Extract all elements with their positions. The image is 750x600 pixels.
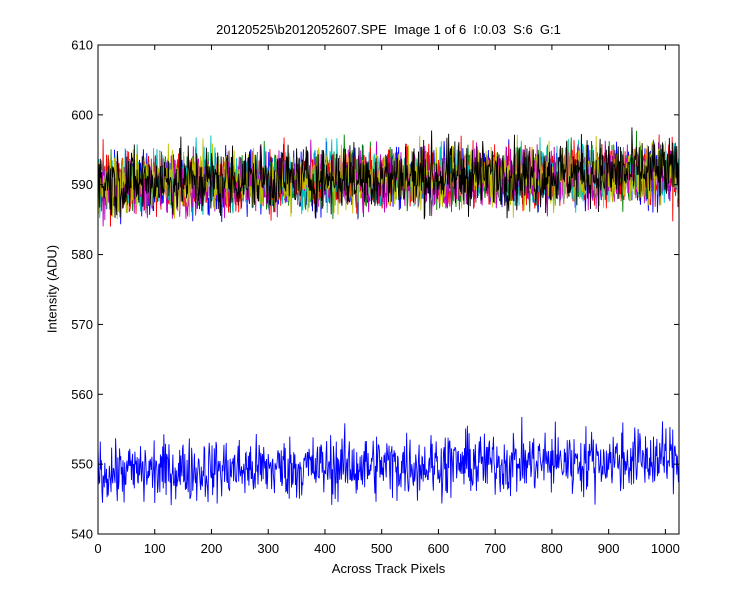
- y-axis-label: Intensity (ADU): [44, 244, 60, 334]
- y-tick-label: 550: [71, 457, 93, 472]
- axes-layer: 0 100 200 300 400 500 600 700 800 900 1000 540 550 56…: [71, 38, 680, 557]
- y-tick-label: 590: [71, 177, 93, 192]
- x-tick-label: 300: [257, 541, 279, 556]
- x-tick-label: 400: [314, 541, 336, 556]
- x-tick-label: 700: [484, 541, 506, 556]
- y-tick-label: 600: [71, 107, 93, 122]
- series-line-7: [97, 127, 680, 220]
- x-tick-label: 500: [371, 541, 393, 556]
- x-tick-label: 800: [541, 541, 563, 556]
- x-tick-label: 200: [201, 541, 223, 556]
- y-tick-label: 540: [71, 527, 93, 542]
- plot-frame: [97, 44, 680, 535]
- y-tick-label: 580: [71, 247, 93, 262]
- y-tick-label: 560: [71, 387, 93, 402]
- x-axis-label: Across Track Pixels: [331, 561, 446, 576]
- x-tick-label: 100: [144, 541, 166, 556]
- x-tick-label: 900: [598, 541, 620, 556]
- series-layer: [97, 127, 680, 506]
- series-line-8: [97, 417, 680, 506]
- x-tick-label: 600: [428, 541, 450, 556]
- y-tick-label: 610: [71, 38, 93, 53]
- chart-title: 20120525\b2012052607.SPE Image 1 of 6 I:…: [216, 22, 561, 37]
- x-tick-label: 0: [94, 541, 101, 556]
- x-tick-label: 1000: [651, 541, 680, 556]
- y-tick-label: 570: [71, 317, 93, 332]
